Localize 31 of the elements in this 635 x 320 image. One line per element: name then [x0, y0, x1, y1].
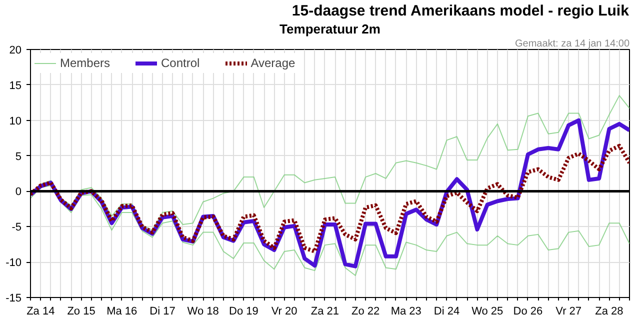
x-tick-label: Za 14 — [26, 306, 55, 318]
y-tick-label: 5 — [15, 150, 22, 163]
y-tick-label: -5 — [12, 222, 22, 234]
line-series — [30, 185, 630, 276]
x-tick-label: Vr 27 — [556, 306, 582, 318]
legend-label: Average — [250, 56, 296, 70]
x-tick-label: Ma 16 — [106, 306, 138, 318]
annotation: Gemaakt: za 14 jan 14:00 — [514, 38, 630, 50]
x-tick-label: Do 26 — [513, 306, 543, 318]
chart-subtitle: Temperatuur 2m — [280, 22, 380, 36]
x-tick-label: Do 19 — [229, 306, 258, 318]
legend-label: Members — [60, 56, 110, 70]
y-tick-label: -10 — [6, 257, 22, 270]
y-tick-label: -15 — [6, 292, 22, 304]
y-tick-label: 15 — [9, 80, 22, 92]
x-tick-label: Za 28 — [595, 306, 624, 318]
x-tick-label: Zo 22 — [351, 306, 380, 318]
x-tick-label: Ma 23 — [390, 306, 422, 318]
y-tick-label: 20 — [9, 44, 22, 56]
legend-label: Control — [161, 56, 200, 70]
line-series — [30, 144, 630, 254]
chart-title: 15-daagse trend Amerikaans model - regio Luik — [292, 2, 630, 20]
x-tick-label: Di 17 — [150, 306, 176, 318]
y-tick-label: 0 — [15, 186, 22, 198]
x-tick-label: Za 21 — [310, 306, 339, 318]
y-tick-label: 10 — [9, 115, 22, 128]
x-tick-label: Wo 18 — [187, 306, 219, 318]
x-tick-label: Vr 20 — [271, 306, 298, 318]
x-tick-label: Zo 15 — [67, 306, 96, 318]
x-tick-label: Di 24 — [434, 306, 460, 318]
x-tick-label: Wo 25 — [472, 306, 504, 318]
